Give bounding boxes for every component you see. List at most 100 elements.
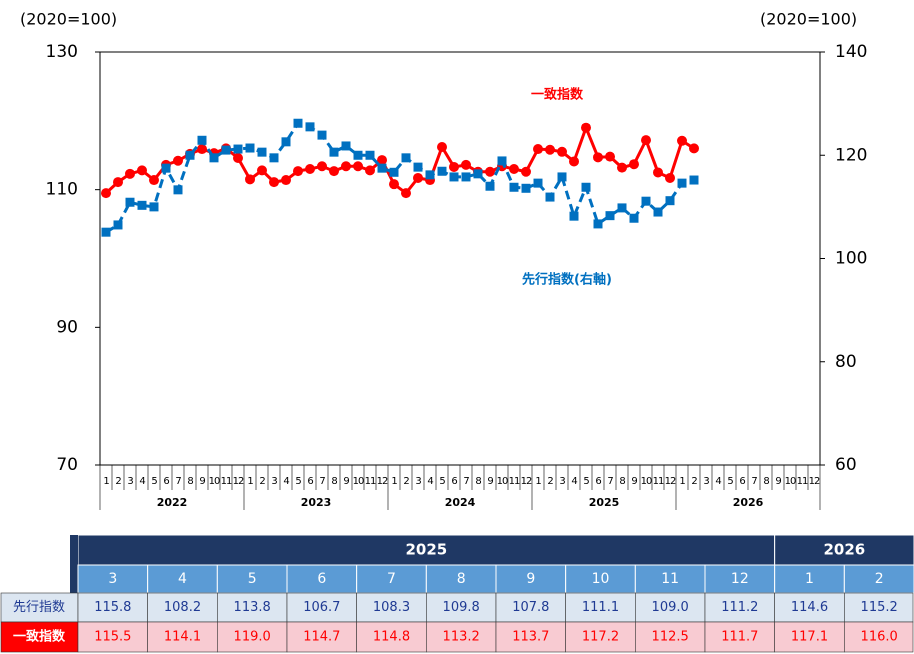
point [509,182,519,192]
x-tick-label: 12 [665,476,676,487]
cell-value: 108.3 [373,600,410,615]
year-header: 2025 [405,541,447,559]
point [113,177,123,188]
point [317,130,327,140]
point [377,163,387,173]
point [389,179,399,190]
year-label: 2025 [589,496,620,509]
point [449,172,459,182]
point [641,196,651,206]
cell-value: 109.8 [443,600,480,615]
month-header: 1 [805,571,814,587]
series-label: 先行指数(右軸) [522,272,612,288]
point [269,177,279,188]
point [485,181,495,191]
point [677,135,687,146]
y-tick-label: 130 [46,42,78,62]
point [137,200,147,210]
point [641,135,651,146]
x-tick-label: 5 [439,476,445,487]
y2-tick-label: 60 [835,455,857,475]
x-tick-label: 6 [163,476,169,487]
cell [217,621,288,653]
x-tick-label: 11 [509,476,520,487]
point [665,172,675,183]
x-tick-label: 6 [595,476,601,487]
point [125,168,135,179]
cell-value: 117.1 [791,630,828,645]
x-tick-label: 12 [521,476,532,487]
point [101,188,111,199]
point [533,144,543,155]
point [137,165,147,176]
x-tick-label: 5 [151,476,157,487]
cell-value: 114.6 [791,600,828,615]
cell-value: 111.1 [582,600,619,615]
point [401,153,411,163]
cell [844,592,914,623]
x-tick-label: 6 [739,476,745,487]
year-label: 2026 [733,496,764,509]
x-tick-label: 10 [641,476,652,487]
point [533,178,543,188]
point [653,167,663,178]
x-tick-label: 5 [295,476,301,487]
point [629,159,639,170]
cell-value: 115.8 [94,600,131,615]
cell [77,621,148,653]
month-header: 9 [526,571,535,587]
point [233,153,243,164]
x-tick-label: 3 [127,476,133,487]
x-tick-label: 7 [175,476,181,487]
x-tick-label: 11 [221,476,232,487]
point [365,150,375,160]
month-header: 5 [248,571,257,587]
month-header: 4 [178,571,187,587]
x-tick-label: 6 [307,476,313,487]
cell-value: 113.7 [512,630,549,645]
point [365,165,375,176]
y-tick-label: 110 [46,180,78,200]
x-tick-label: 3 [271,476,277,487]
point [221,145,231,155]
x-tick-label: 12 [377,476,388,487]
point [341,141,351,151]
month-header: 10 [592,571,610,587]
x-tick-label: 7 [751,476,757,487]
year-label: 2024 [445,496,476,509]
point [545,192,555,202]
x-tick-label: 1 [103,476,109,487]
cell [635,592,706,623]
x-tick-label: 2 [403,476,409,487]
cell [426,592,497,623]
plot-area [99,51,821,466]
series-label: 一致指数 [531,87,584,103]
x-tick-label: 2 [259,476,265,487]
x-tick-label: 2 [115,476,121,487]
y2-unit-label: (2020=100) [760,10,857,29]
point [281,175,291,186]
month-cell [216,564,288,594]
point [629,213,639,223]
header-blank [70,535,78,593]
x-tick-label: 11 [365,476,376,487]
cell-value: 114.8 [373,630,410,645]
cell [565,592,636,623]
point [689,143,699,154]
point [617,162,627,173]
x-tick-label: 10 [209,476,220,487]
point [401,188,411,199]
cell-value: 111.2 [721,600,758,615]
point [101,227,111,237]
point [269,153,279,163]
cell-value: 112.5 [652,630,689,645]
year-header-cell [77,534,776,566]
x-tick-label: 6 [451,476,457,487]
point [197,135,207,145]
point [605,151,615,162]
x-tick-label: 9 [487,476,493,487]
month-cell [77,564,149,594]
cell-value: 119.0 [234,630,271,645]
point [545,144,555,155]
cell [495,621,566,653]
